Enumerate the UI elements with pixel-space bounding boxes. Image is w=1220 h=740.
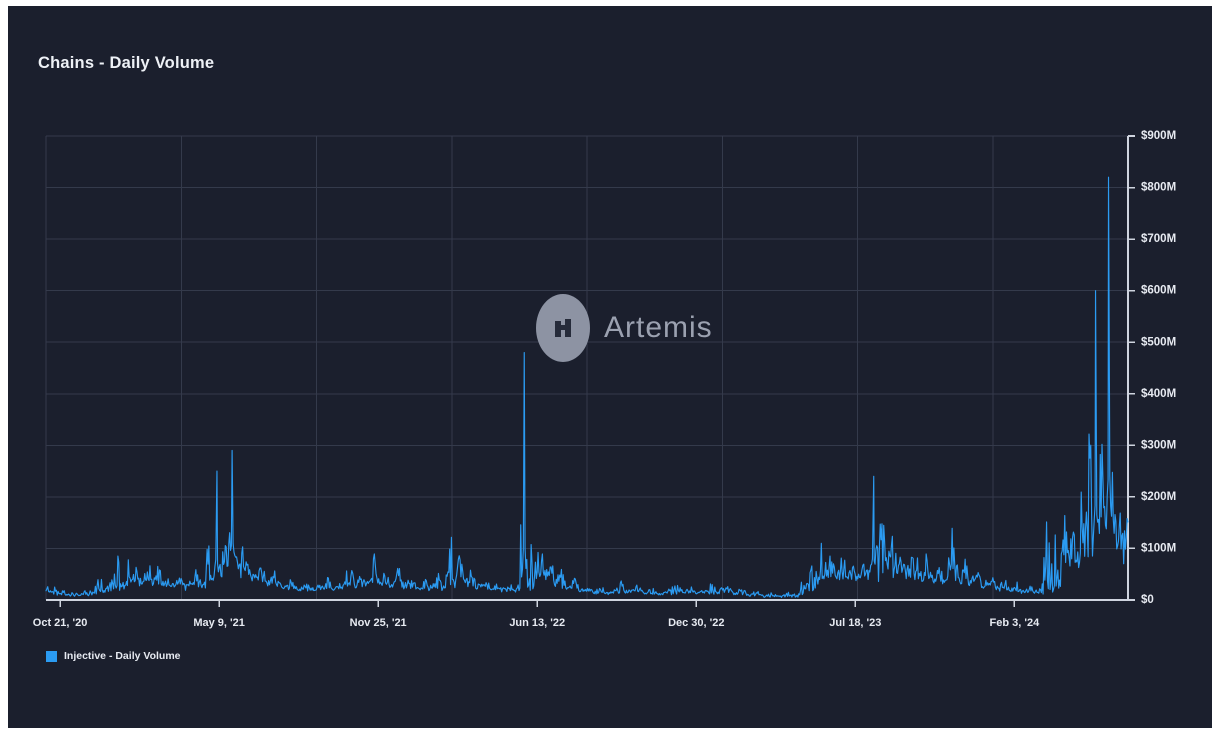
legend-color-swatch bbox=[46, 650, 57, 662]
y-axis-label: $100M bbox=[1141, 542, 1176, 554]
y-axis-label: $800M bbox=[1141, 182, 1176, 194]
y-axis-label: $700M bbox=[1141, 233, 1176, 245]
y-axis-label: $300M bbox=[1141, 439, 1176, 451]
legend-item-label: Injective - Daily Volume bbox=[64, 650, 181, 662]
x-axis-label: Nov 25, '21 bbox=[350, 617, 407, 629]
chart-plot-area: $0 $100M $200M $300M $400M $500M $600M $700M $80… bbox=[8, 6, 1212, 728]
daily-volume-line-chart[interactable]: $0 $100M $200M $300M $400M $500M $600M $700M $80… bbox=[8, 6, 1212, 728]
x-axis-label: Feb 3, '24 bbox=[990, 617, 1041, 629]
y-axis-label: $400M bbox=[1141, 388, 1176, 400]
chart-card: Chains - Daily Volume $0 $100M $200M $300M $… bbox=[8, 6, 1212, 728]
series-line-injective-daily-volume[interactable] bbox=[45, 176, 1129, 598]
x-axis-label: Oct 21, '20 bbox=[33, 617, 88, 629]
x-axis-label: Jul 18, '23 bbox=[829, 617, 881, 629]
y-axis-label: $200M bbox=[1141, 491, 1176, 503]
x-axis-label: May 9, '21 bbox=[193, 617, 245, 629]
x-axis-label: Jun 13, '22 bbox=[509, 617, 565, 629]
y-axis-label: $500M bbox=[1141, 336, 1176, 348]
chart-legend[interactable]: Injective - Daily Volume bbox=[46, 650, 181, 662]
y-axis-label: $600M bbox=[1141, 285, 1176, 297]
page-title: Chains - Daily Volume bbox=[38, 54, 215, 72]
y-axis-label: $0 bbox=[1141, 594, 1154, 606]
y-axis-label: $900M bbox=[1141, 130, 1176, 142]
x-axis-label: Dec 30, '22 bbox=[668, 617, 724, 629]
